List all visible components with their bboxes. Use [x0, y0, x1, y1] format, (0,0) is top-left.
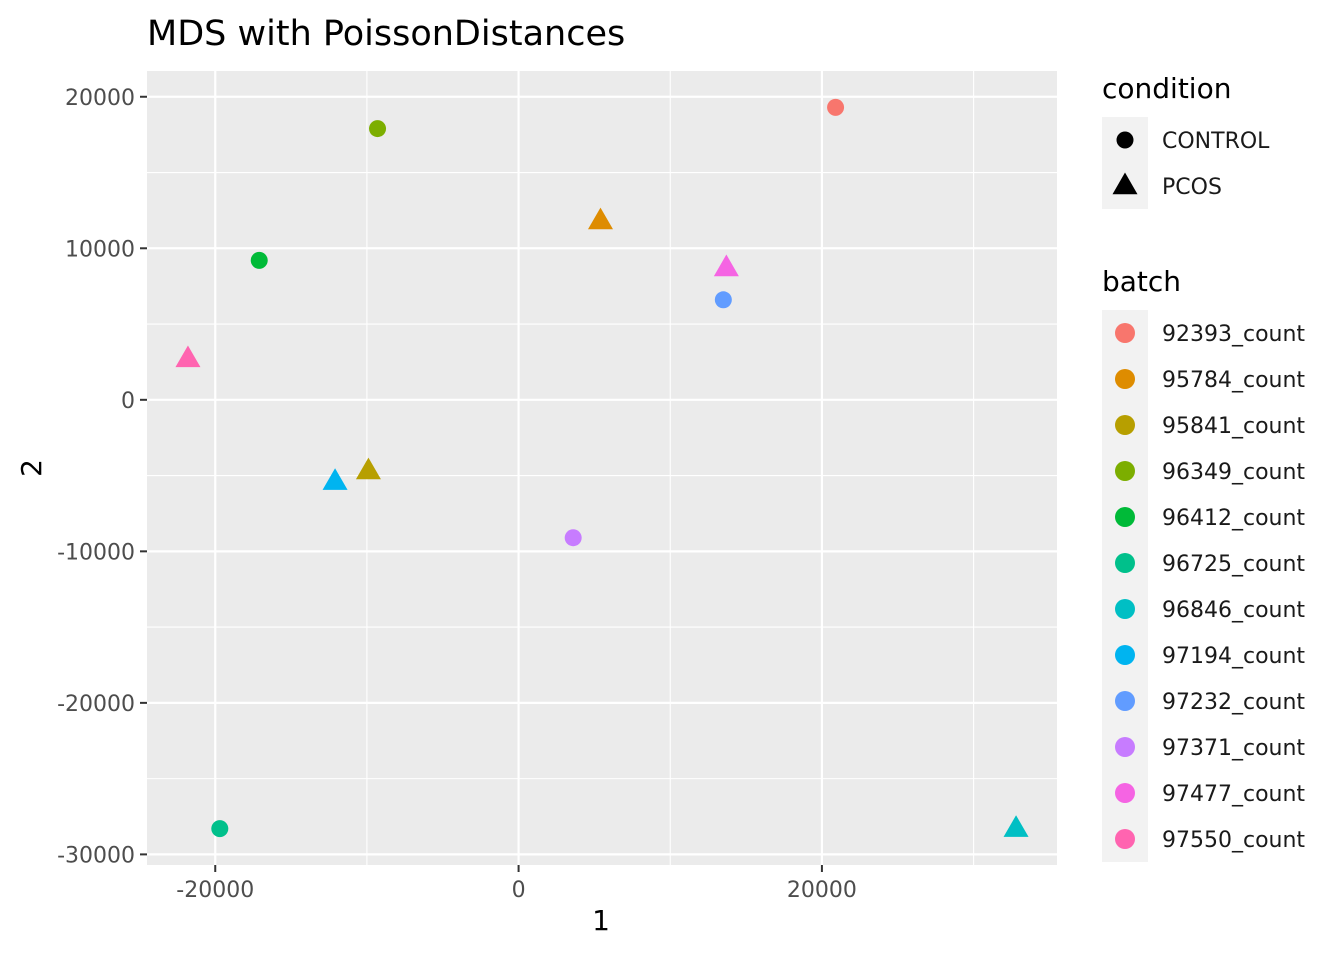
- x-tick-label: -20000: [176, 878, 254, 903]
- legend-key-triangle: [1112, 172, 1138, 195]
- y-tick-label: -20000: [57, 692, 135, 717]
- plot-panel: [147, 71, 1057, 865]
- legend-label-condition: CONTROL: [1162, 129, 1270, 154]
- legend-key-circle: [1115, 553, 1135, 573]
- legend-key-background: [1102, 117, 1148, 209]
- legend-title-condition: condition: [1102, 72, 1231, 105]
- legend-key-circle: [1115, 645, 1135, 665]
- x-tick-label: 20000: [787, 878, 857, 903]
- chart-title: MDS with PoissonDistances: [147, 14, 626, 54]
- legend: condition CONTROL PCOS batch 92393_count 9578…: [1102, 72, 1305, 862]
- legend-key-circle: [1115, 415, 1135, 435]
- legend-label-batch: 96725_count: [1162, 552, 1305, 577]
- legend-label-batch: 97232_count: [1162, 690, 1305, 715]
- legend-label-batch: 97550_count: [1162, 828, 1305, 853]
- gridlines: [147, 71, 1057, 865]
- legend-label-batch: 92393_count: [1162, 322, 1305, 347]
- x-tick-label: 0: [512, 878, 526, 903]
- legend-label-batch: 97194_count: [1162, 644, 1305, 669]
- y-axis-title: 2: [15, 459, 48, 477]
- axes: -20000 0 20000 -30000 -20000 -10000 0 10000 2000…: [57, 86, 857, 903]
- x-axis-title: 1: [592, 904, 610, 937]
- legend-label-batch: 97477_count: [1162, 782, 1305, 807]
- data-point-circle: [714, 291, 732, 309]
- data-point-circle: [369, 120, 387, 138]
- y-tick-label: 10000: [65, 237, 135, 262]
- data-point-circle: [564, 529, 582, 547]
- legend-label-batch: 95841_count: [1162, 414, 1305, 439]
- legend-key-background: [1102, 310, 1148, 862]
- legend-label-batch: 96846_count: [1162, 598, 1305, 623]
- legend-label-batch: 96349_count: [1162, 460, 1305, 485]
- legend-key-circle: [1115, 507, 1135, 527]
- data-point-triangle: [175, 345, 201, 368]
- data-point-triangle: [355, 457, 381, 480]
- data-point-circle: [211, 820, 229, 838]
- legend-key-circle: [1115, 323, 1135, 343]
- legend-key-circle: [1115, 737, 1135, 757]
- data-point-triangle: [1003, 815, 1029, 837]
- y-tick-label: 0: [121, 389, 135, 414]
- legend-label-batch: 95784_count: [1162, 368, 1305, 393]
- legend-key-circle: [1115, 691, 1135, 711]
- legend-title-batch: batch: [1102, 265, 1181, 298]
- data-point-triangle: [322, 468, 348, 490]
- legend-label-batch: 96412_count: [1162, 506, 1305, 531]
- legend-key-circle: [1115, 783, 1135, 803]
- data-point-circle: [827, 98, 845, 116]
- y-tick-label: -30000: [57, 843, 135, 868]
- legend-key-circle: [1115, 829, 1135, 849]
- y-tick-label: 20000: [65, 86, 135, 111]
- y-tick-label: -10000: [57, 540, 135, 565]
- legend-key-circle: [1115, 461, 1135, 481]
- legend-key-circle: [1116, 131, 1134, 149]
- data-point-circle: [250, 251, 268, 269]
- legend-label-condition: PCOS: [1162, 175, 1222, 200]
- data-points: [175, 98, 1029, 838]
- data-point-triangle: [587, 207, 613, 230]
- legend-key-circle: [1115, 369, 1135, 389]
- data-point-triangle: [713, 254, 739, 277]
- legend-label-batch: 97371_count: [1162, 736, 1305, 761]
- legend-key-circle: [1115, 599, 1135, 619]
